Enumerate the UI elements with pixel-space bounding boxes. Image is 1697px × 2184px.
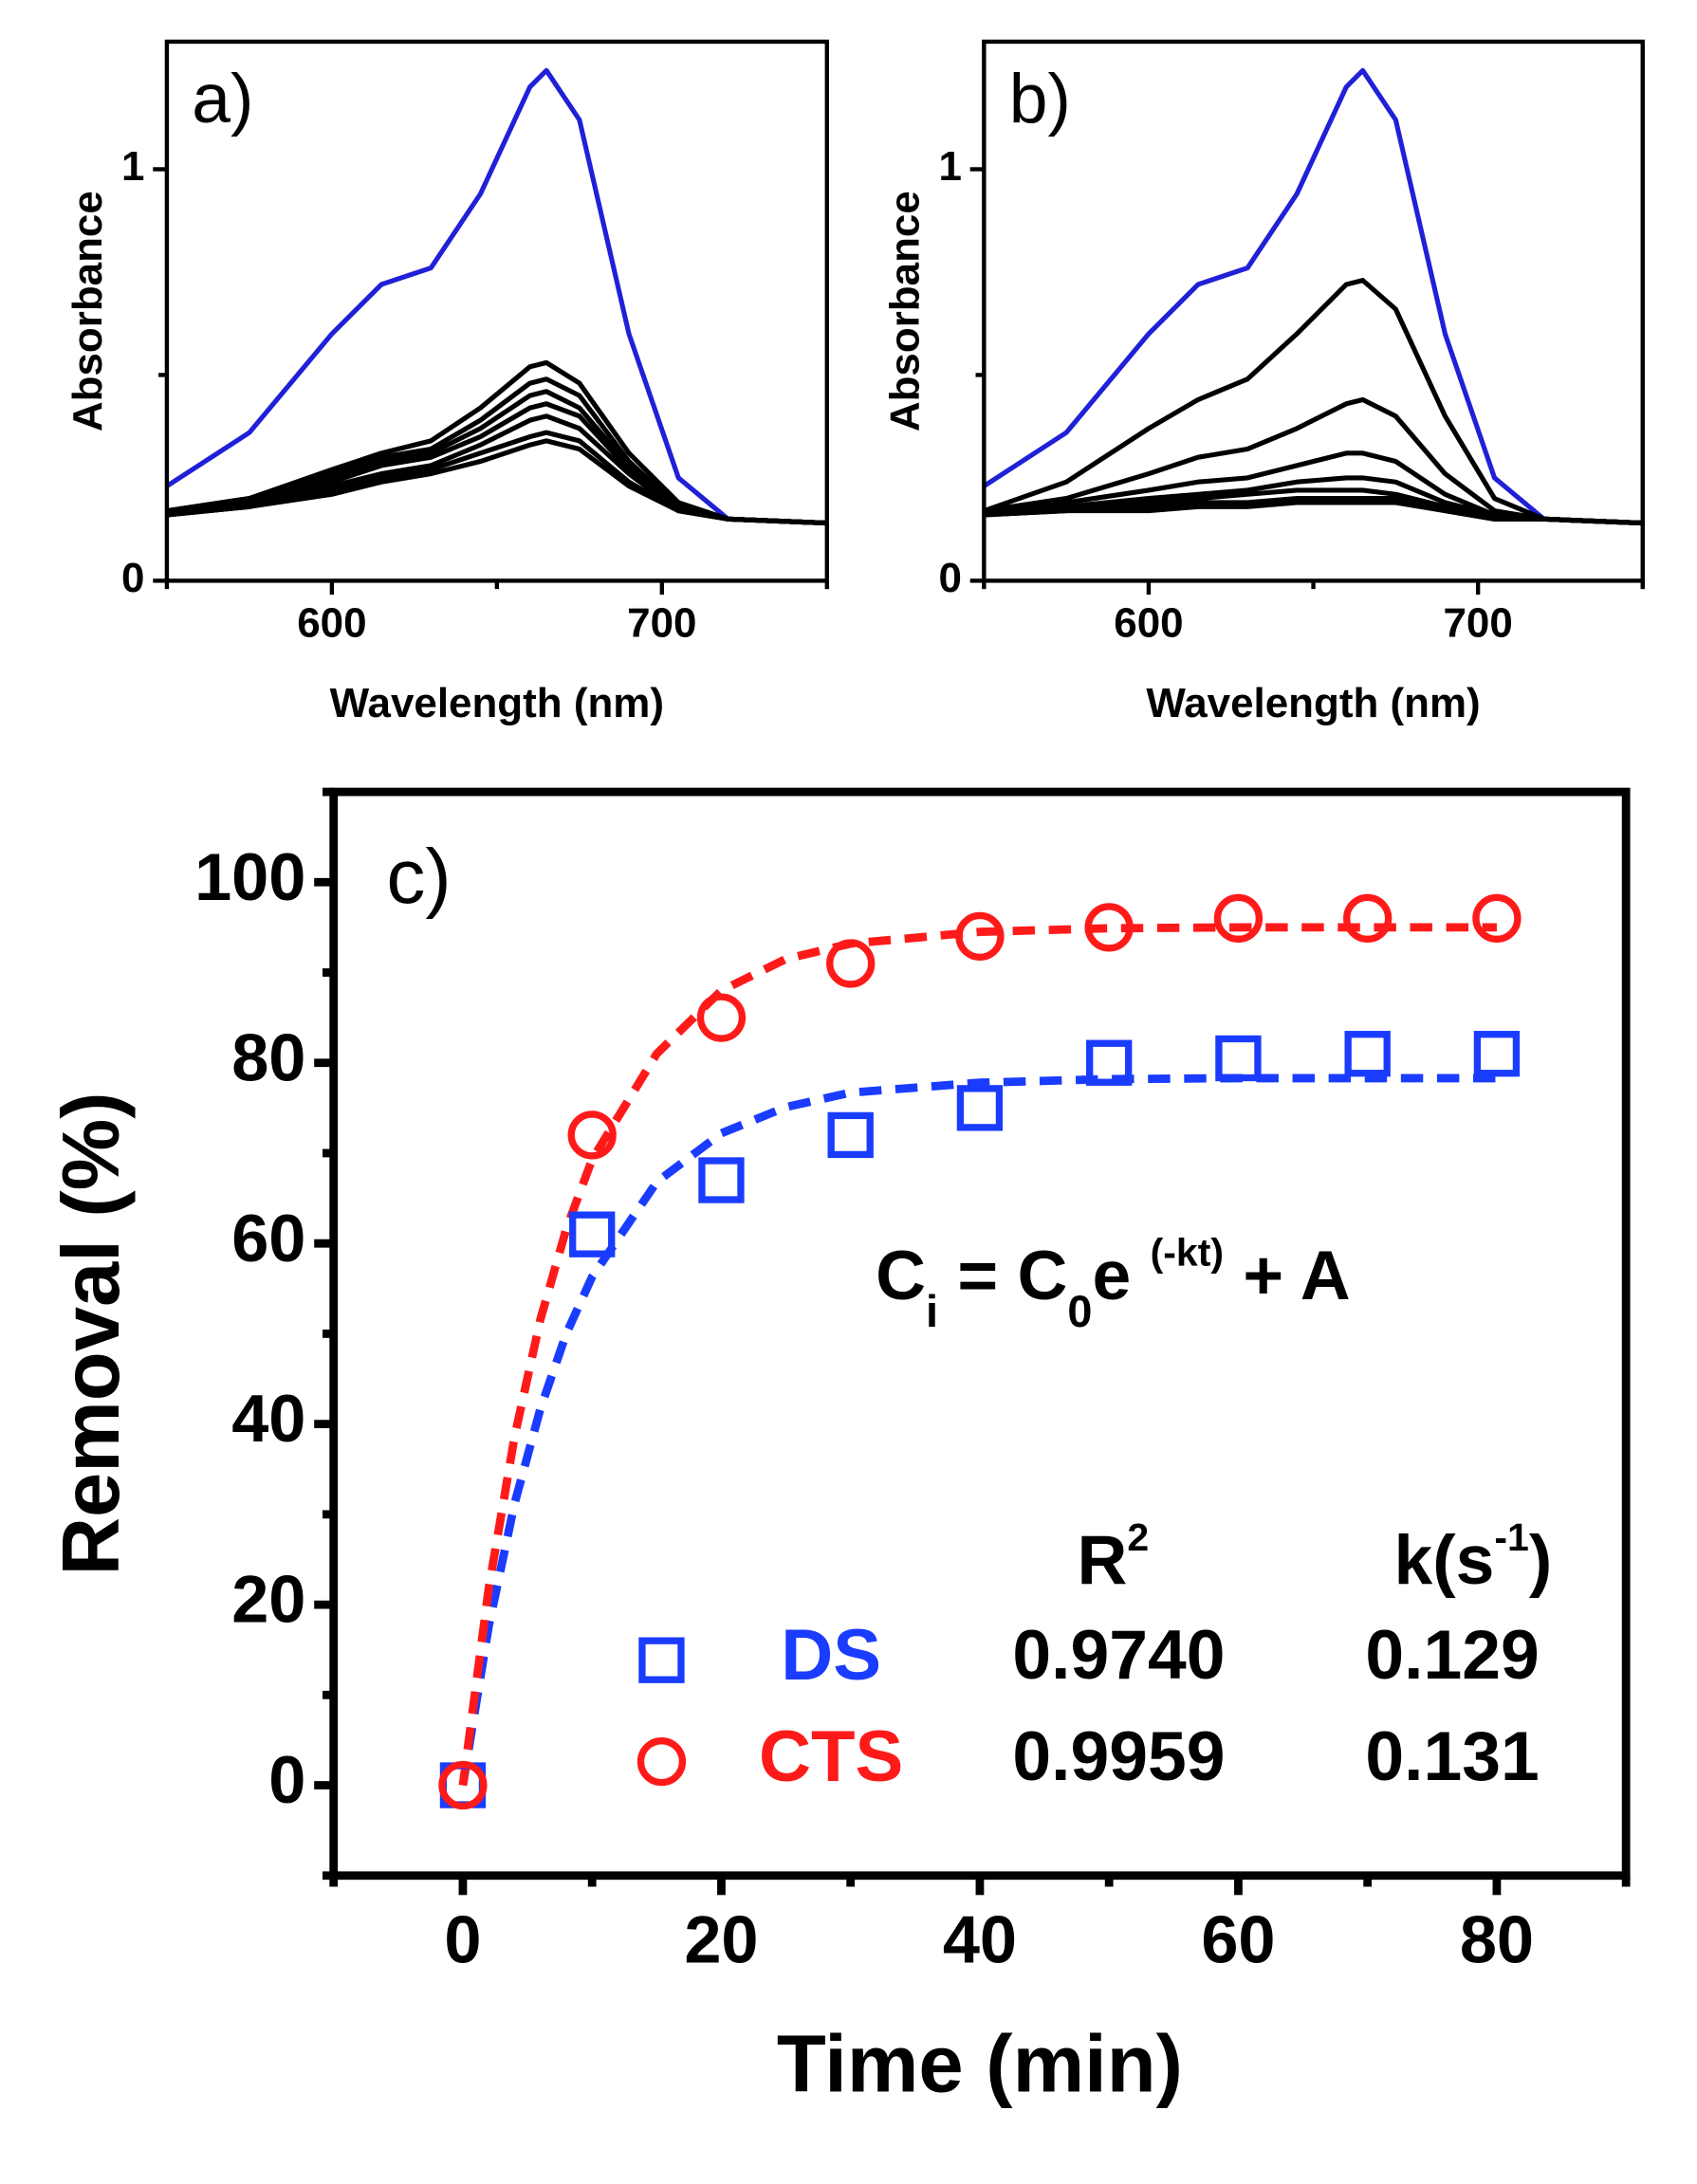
y-tick-label: 60 [231, 1201, 305, 1276]
legend-marker [636, 1736, 687, 1787]
marker [826, 939, 876, 988]
marker [955, 911, 1005, 962]
x-tick-label: 600 [297, 600, 366, 647]
equation-part: + A [1224, 1237, 1351, 1314]
y-tick-label: 20 [231, 1562, 305, 1637]
table-header: R2 [1077, 1515, 1149, 1599]
marker [956, 1085, 1004, 1131]
plot-frame [164, 39, 829, 583]
equation-part: (-kt) [1151, 1231, 1224, 1275]
equation-part: i [926, 1287, 938, 1336]
fit-line [458, 1074, 1497, 1787]
x-tick-label: 600 [1114, 600, 1183, 647]
x-tick-label: 80 [1460, 1902, 1534, 1977]
r2-value: 0.9959 [1012, 1717, 1225, 1795]
panel-label: b) [1009, 60, 1071, 138]
r2-value: 0.9740 [1012, 1616, 1225, 1694]
legend-label: DS [781, 1615, 881, 1696]
y-tick-label: 1 [938, 143, 961, 190]
spectrum-line [166, 401, 827, 526]
panel: 600 700 0 1 Wavelength (nm) Absorbance a) [65, 39, 829, 726]
spectrum-line [984, 500, 1643, 526]
spectrum-line [982, 67, 1643, 526]
y-tick-label: 80 [231, 1019, 305, 1094]
marker [438, 1760, 488, 1810]
spectrum-line [166, 438, 827, 526]
spectrum-line [166, 430, 827, 526]
x-tick-label: 20 [684, 1902, 758, 1977]
equation: Ci = C0e (-kt) + A [876, 1231, 1351, 1336]
header-part: -1 [1494, 1515, 1528, 1559]
spectrum-line [984, 487, 1643, 526]
spectrum-line [983, 278, 1643, 526]
header-part: k(s [1394, 1521, 1495, 1599]
table-header: k(s-1) [1394, 1515, 1553, 1599]
y-tick-label: 100 [194, 839, 305, 914]
marker [827, 1111, 874, 1159]
x-axis-title: Wavelength (nm) [330, 680, 664, 726]
equation-part: e [1092, 1237, 1150, 1314]
equation-part: C [876, 1237, 926, 1314]
marker [569, 1211, 616, 1257]
y-tick-label: 0 [121, 555, 144, 601]
fit-line [458, 923, 1497, 1787]
panel: 600 700 0 1 Wavelength (nm) Absorbance b) [881, 39, 1645, 726]
plot-frame [982, 39, 1645, 583]
marker [1215, 1035, 1262, 1082]
equation-part: = C [938, 1237, 1067, 1314]
y-tick-label: 0 [268, 1742, 305, 1817]
spectrum-line [165, 67, 827, 526]
equation-part: 0 [1067, 1287, 1092, 1336]
header-part: ) [1529, 1521, 1552, 1599]
header-part: R [1077, 1521, 1127, 1599]
y-axis-title: Absorbance [881, 191, 928, 431]
marker [1344, 1031, 1391, 1077]
marker [698, 1157, 745, 1203]
panel-label: c) [386, 834, 451, 920]
marker [1343, 893, 1393, 944]
y-axis-title: Removal (%) [46, 1092, 137, 1575]
marker [567, 1110, 617, 1160]
marker [696, 993, 747, 1042]
marker [1472, 893, 1522, 944]
x-tick-label: 700 [1443, 600, 1512, 647]
k-value: 0.129 [1365, 1616, 1539, 1694]
legend-label: CTS [759, 1716, 903, 1797]
marker [1473, 1031, 1521, 1077]
y-tick-label: 40 [231, 1381, 305, 1456]
marker [1084, 903, 1134, 952]
spectrum-line [983, 396, 1643, 526]
k-value: 0.131 [1365, 1717, 1539, 1795]
legend-marker [638, 1637, 685, 1683]
spectrum-line [166, 413, 827, 526]
x-axis-title: Time (min) [777, 2019, 1183, 2109]
spectrum-line [166, 359, 827, 526]
marker [1086, 1039, 1133, 1086]
y-axis-title: Absorbance [65, 191, 111, 431]
x-tick-label: 60 [1201, 1902, 1275, 1977]
x-tick-label: 40 [943, 1902, 1017, 1977]
panel-label: a) [192, 60, 253, 138]
x-tick-label: 700 [627, 600, 696, 647]
marker [1213, 893, 1264, 944]
header-part: 2 [1127, 1515, 1149, 1559]
y-tick-label: 1 [121, 143, 144, 190]
y-tick-label: 0 [938, 555, 961, 601]
x-axis-title: Wavelength (nm) [1146, 680, 1480, 726]
plot-frame [329, 787, 1631, 1881]
x-tick-label: 0 [444, 1902, 481, 1977]
